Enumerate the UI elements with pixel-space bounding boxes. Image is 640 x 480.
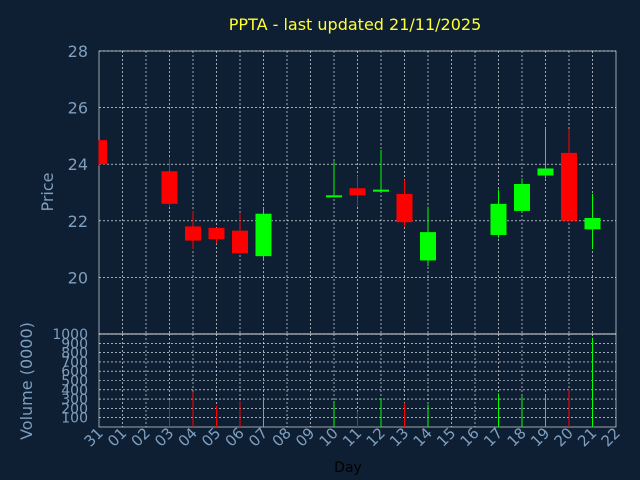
x-tick-label: 31: [81, 424, 107, 450]
x-tick-label: 15: [433, 424, 459, 450]
x-tick-label: 19: [527, 424, 553, 450]
candle-body: [349, 188, 366, 196]
candle-body: [208, 227, 225, 240]
x-tick-label: 14: [410, 424, 436, 450]
volume-tick-label: 1000: [52, 327, 88, 343]
volume-tick-label: 200: [61, 401, 88, 417]
price-axis-label: Price: [38, 172, 57, 211]
candle: [396, 179, 413, 227]
x-axis-label: Day: [334, 460, 362, 476]
candle-body: [420, 232, 436, 261]
x-tick-label: 20: [551, 424, 577, 450]
candle-body: [99, 140, 107, 165]
candle-body: [161, 171, 178, 204]
candle: [561, 128, 577, 221]
candle-body: [232, 230, 248, 254]
price-tick-label: 22: [68, 212, 88, 231]
candle-body: [561, 152, 577, 221]
candle-body: [373, 189, 389, 192]
chart-title: PPTA - last updated 21/11/2025: [229, 15, 482, 34]
x-tick-label: 05: [198, 424, 224, 450]
candle: [514, 178, 530, 211]
candle-body: [537, 168, 554, 176]
x-tick-label: 21: [574, 424, 600, 450]
volume-tick-label: 800: [61, 346, 88, 362]
candle-body: [255, 213, 272, 257]
candle-body: [490, 203, 507, 235]
x-tick-label: 10: [316, 424, 342, 450]
volume-tick-label: 600: [61, 364, 88, 380]
candle: [98, 140, 107, 166]
x-tick-label: 16: [457, 424, 483, 450]
candle: [490, 189, 507, 238]
x-tick-label: 09: [292, 424, 318, 450]
x-tick-label: 02: [128, 424, 154, 450]
candle-body: [584, 217, 601, 230]
candle-body: [326, 195, 342, 198]
x-tick-label: 01: [104, 424, 130, 450]
candle: [420, 206, 436, 267]
candle: [208, 227, 225, 244]
candle: [255, 208, 272, 261]
volume-tick-label: 500: [61, 374, 88, 390]
price-tick-label: 20: [68, 268, 88, 287]
x-tick-label: 17: [480, 424, 506, 450]
x-tick-label: 18: [504, 424, 530, 450]
x-tick-label: 08: [269, 424, 295, 450]
volume-tick-label: 100: [61, 411, 88, 427]
x-tick-label: 22: [598, 424, 624, 450]
candle-body: [396, 193, 413, 223]
volume-tick-label: 400: [61, 383, 88, 399]
candle: [161, 158, 178, 207]
x-tick-label: 13: [386, 424, 412, 450]
candle-body: [185, 226, 201, 241]
x-tick-label: 04: [175, 424, 201, 450]
candle: [185, 210, 201, 250]
candle-body: [514, 184, 530, 211]
x-tick-label: 12: [363, 424, 389, 450]
x-tick-label: 03: [151, 424, 177, 450]
volume-tick-label: 900: [61, 336, 88, 352]
candle: [537, 128, 554, 179]
x-tick-label: 07: [245, 424, 271, 450]
candle: [373, 150, 389, 192]
candle: [349, 175, 366, 207]
candle: [584, 193, 601, 250]
volume-tick-label: 300: [61, 392, 88, 408]
price-tick-label: 26: [68, 99, 88, 118]
volume-tick-label: 700: [61, 355, 88, 371]
price-panel: 20 22 24 26 28: [68, 42, 617, 335]
x-tick-label: 11: [339, 424, 365, 450]
candle: [326, 161, 342, 198]
volume-axis-label: Volume (0000): [17, 322, 36, 440]
price-tick-label: 24: [68, 155, 88, 174]
price-tick-label: 28: [68, 42, 88, 61]
candle: [232, 213, 248, 254]
x-tick-label: 06: [222, 424, 248, 450]
